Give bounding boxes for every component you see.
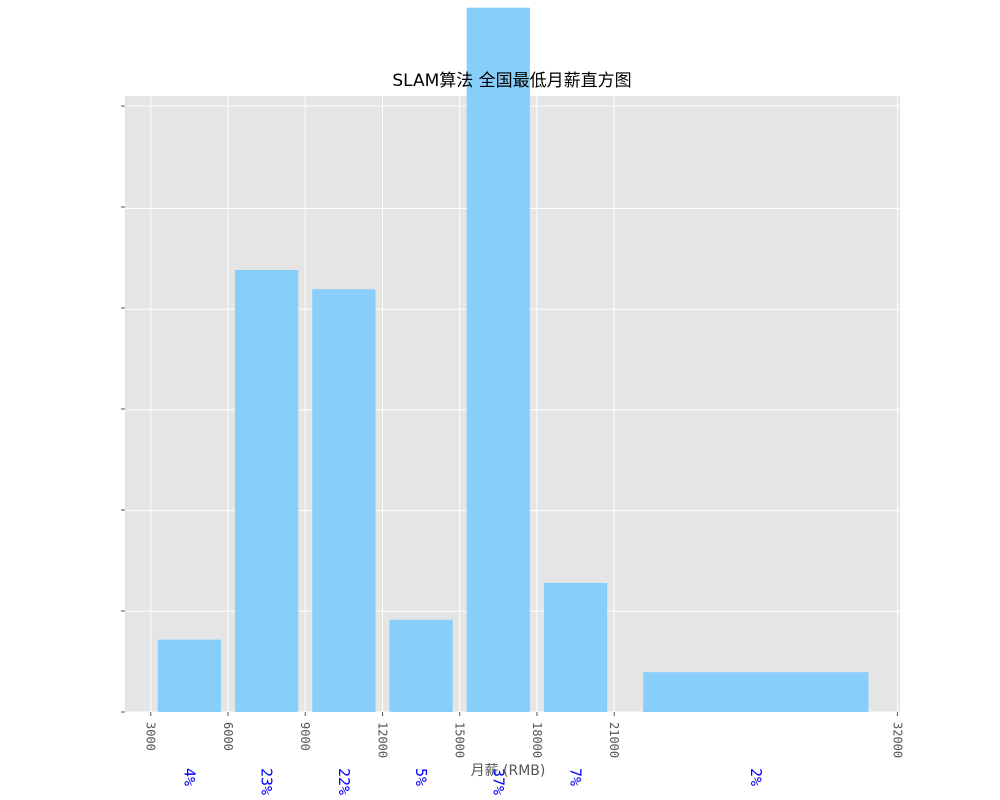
x-tick-label: 12000 [375, 722, 389, 758]
histogram-bar [157, 639, 221, 712]
x-tick-label: 18000 [530, 722, 544, 758]
percent-label: 23% [258, 768, 276, 795]
percent-labels: 4% 23% 22% 5% 37% 7% 2% [180, 768, 764, 795]
histogram-bar [466, 7, 530, 713]
chart-title: SLAM算法 全国最低月薪直方图 [392, 71, 631, 91]
percent-label: 22% [335, 768, 353, 795]
percent-label: 2% [747, 768, 765, 786]
histogram-bar [643, 672, 869, 712]
x-tick-label: 6000 [221, 722, 235, 751]
bar-series [157, 7, 869, 713]
percent-label: 4% [180, 768, 198, 786]
histogram-bar [312, 289, 376, 712]
x-tick-label: 21000 [607, 722, 621, 758]
percent-label: 7% [567, 768, 585, 786]
x-axis-label: 月薪 (RMB) [471, 763, 546, 779]
x-tick-label: 9000 [298, 722, 312, 751]
histogram-bar [543, 582, 608, 712]
histogram-bar [234, 270, 299, 712]
percent-label: 37% [489, 768, 507, 795]
x-axis-ticks: 3000 6000 9000 12000 15000 18000 21000 32000 [144, 712, 904, 758]
x-tick-label: 3000 [144, 722, 158, 751]
histogram-bar [389, 619, 453, 712]
percent-label: 5% [412, 768, 430, 786]
x-tick-label: 32000 [890, 722, 904, 758]
y-axis-ticks [121, 105, 125, 713]
x-tick-label: 15000 [453, 722, 467, 758]
